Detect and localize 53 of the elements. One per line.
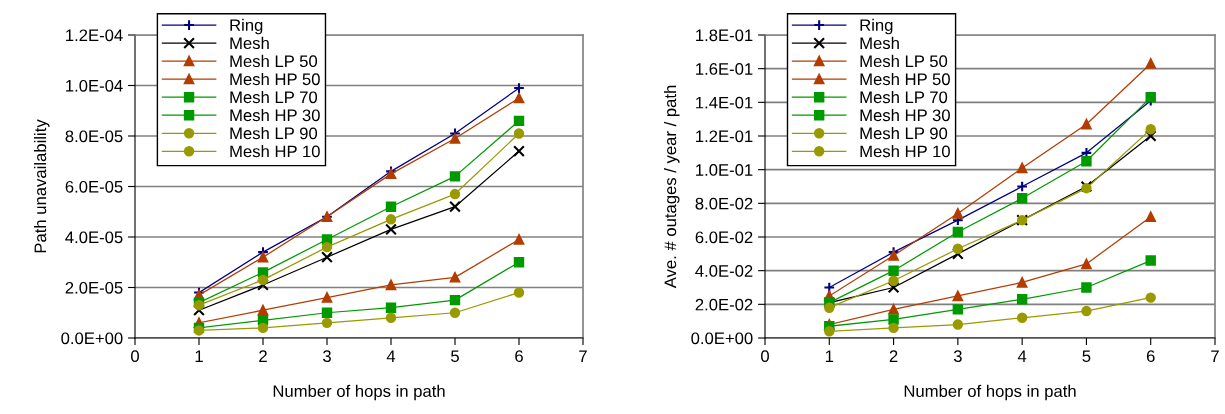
legend-label: Mesh LP 90: [230, 127, 318, 140]
y-tick-label: 1.0E-04: [66, 79, 123, 92]
y-tick-label: 0.0E+00: [61, 332, 123, 345]
x-tick-label: 6: [515, 350, 523, 363]
y-tick-label: 0.0E+00: [691, 332, 753, 345]
y-tick-label: 2.0E-05: [65, 281, 123, 294]
y-tick-label: 6.0E-05: [65, 180, 123, 193]
x-tick-label: 5: [451, 350, 459, 363]
x-tick-label: 6: [1146, 350, 1155, 363]
legend-label: Mesh: [230, 36, 269, 50]
x-tick-label: 4: [386, 350, 396, 362]
x-tick-label: 0: [761, 350, 769, 363]
legend-label: Mesh HP 30: [230, 108, 320, 122]
y-tick-label: 4.0E-05: [65, 231, 123, 244]
y-tick-label: 8.0E-05: [65, 130, 123, 143]
legend-label: Mesh HP 10: [860, 145, 950, 158]
y-tick-label: 1.2E-01: [696, 130, 753, 143]
y-tick-label: 4.0E-02: [695, 265, 753, 277]
y-tick-label: 1.2E-04: [66, 29, 123, 42]
legend-label: Mesh LP 70: [860, 90, 948, 104]
x-tick-label: 1: [825, 350, 834, 362]
x-tick-label: 7: [579, 350, 587, 362]
x-tick-label: 1: [195, 350, 203, 362]
y-tick-label: 1.6E-01: [696, 63, 753, 75]
y-tick-label: 1.0E-01: [696, 164, 753, 176]
legend-label: Mesh HP 50: [860, 72, 950, 86]
legend-label: Mesh: [860, 36, 899, 50]
y-tick-label: 2.0E-02: [695, 298, 753, 311]
legend-label: Mesh LP 50: [860, 54, 948, 68]
legend-label: Ring: [860, 18, 893, 35]
y-axis-title: Path unavailability: [33, 119, 50, 253]
legend-label: Ring: [230, 18, 263, 35]
y-axis-title: Ave. # outages / year / path: [663, 85, 680, 289]
x-tick-label: 4: [1017, 350, 1027, 362]
legend-label: Mesh HP 50: [230, 72, 320, 86]
x-axis-title: Number of hops in path: [273, 384, 445, 401]
x-tick-label: 5: [1082, 350, 1091, 363]
legend-label: Mesh HP 30: [860, 108, 950, 122]
y-tick-label: 8.0E-02: [695, 197, 753, 210]
legend-label: Mesh HP 10: [230, 145, 320, 158]
x-axis-title: Number of hops in path: [904, 384, 1076, 401]
x-tick-label: 0: [131, 350, 139, 363]
legend-label: Mesh LP 90: [860, 127, 948, 140]
x-tick-label: 7: [1211, 350, 1219, 362]
x-tick-label: 3: [323, 350, 331, 363]
legend-label: Mesh LP 70: [230, 90, 318, 104]
x-tick-label: 3: [953, 350, 962, 363]
legend-label: Mesh LP 50: [230, 54, 318, 68]
x-tick-label: 2: [259, 350, 267, 362]
x-tick-label: 2: [889, 350, 898, 362]
y-tick-label: 6.0E-02: [695, 231, 753, 244]
y-tick-label: 1.4E-01: [696, 96, 753, 109]
y-tick-label: 1.8E-01: [696, 29, 753, 42]
